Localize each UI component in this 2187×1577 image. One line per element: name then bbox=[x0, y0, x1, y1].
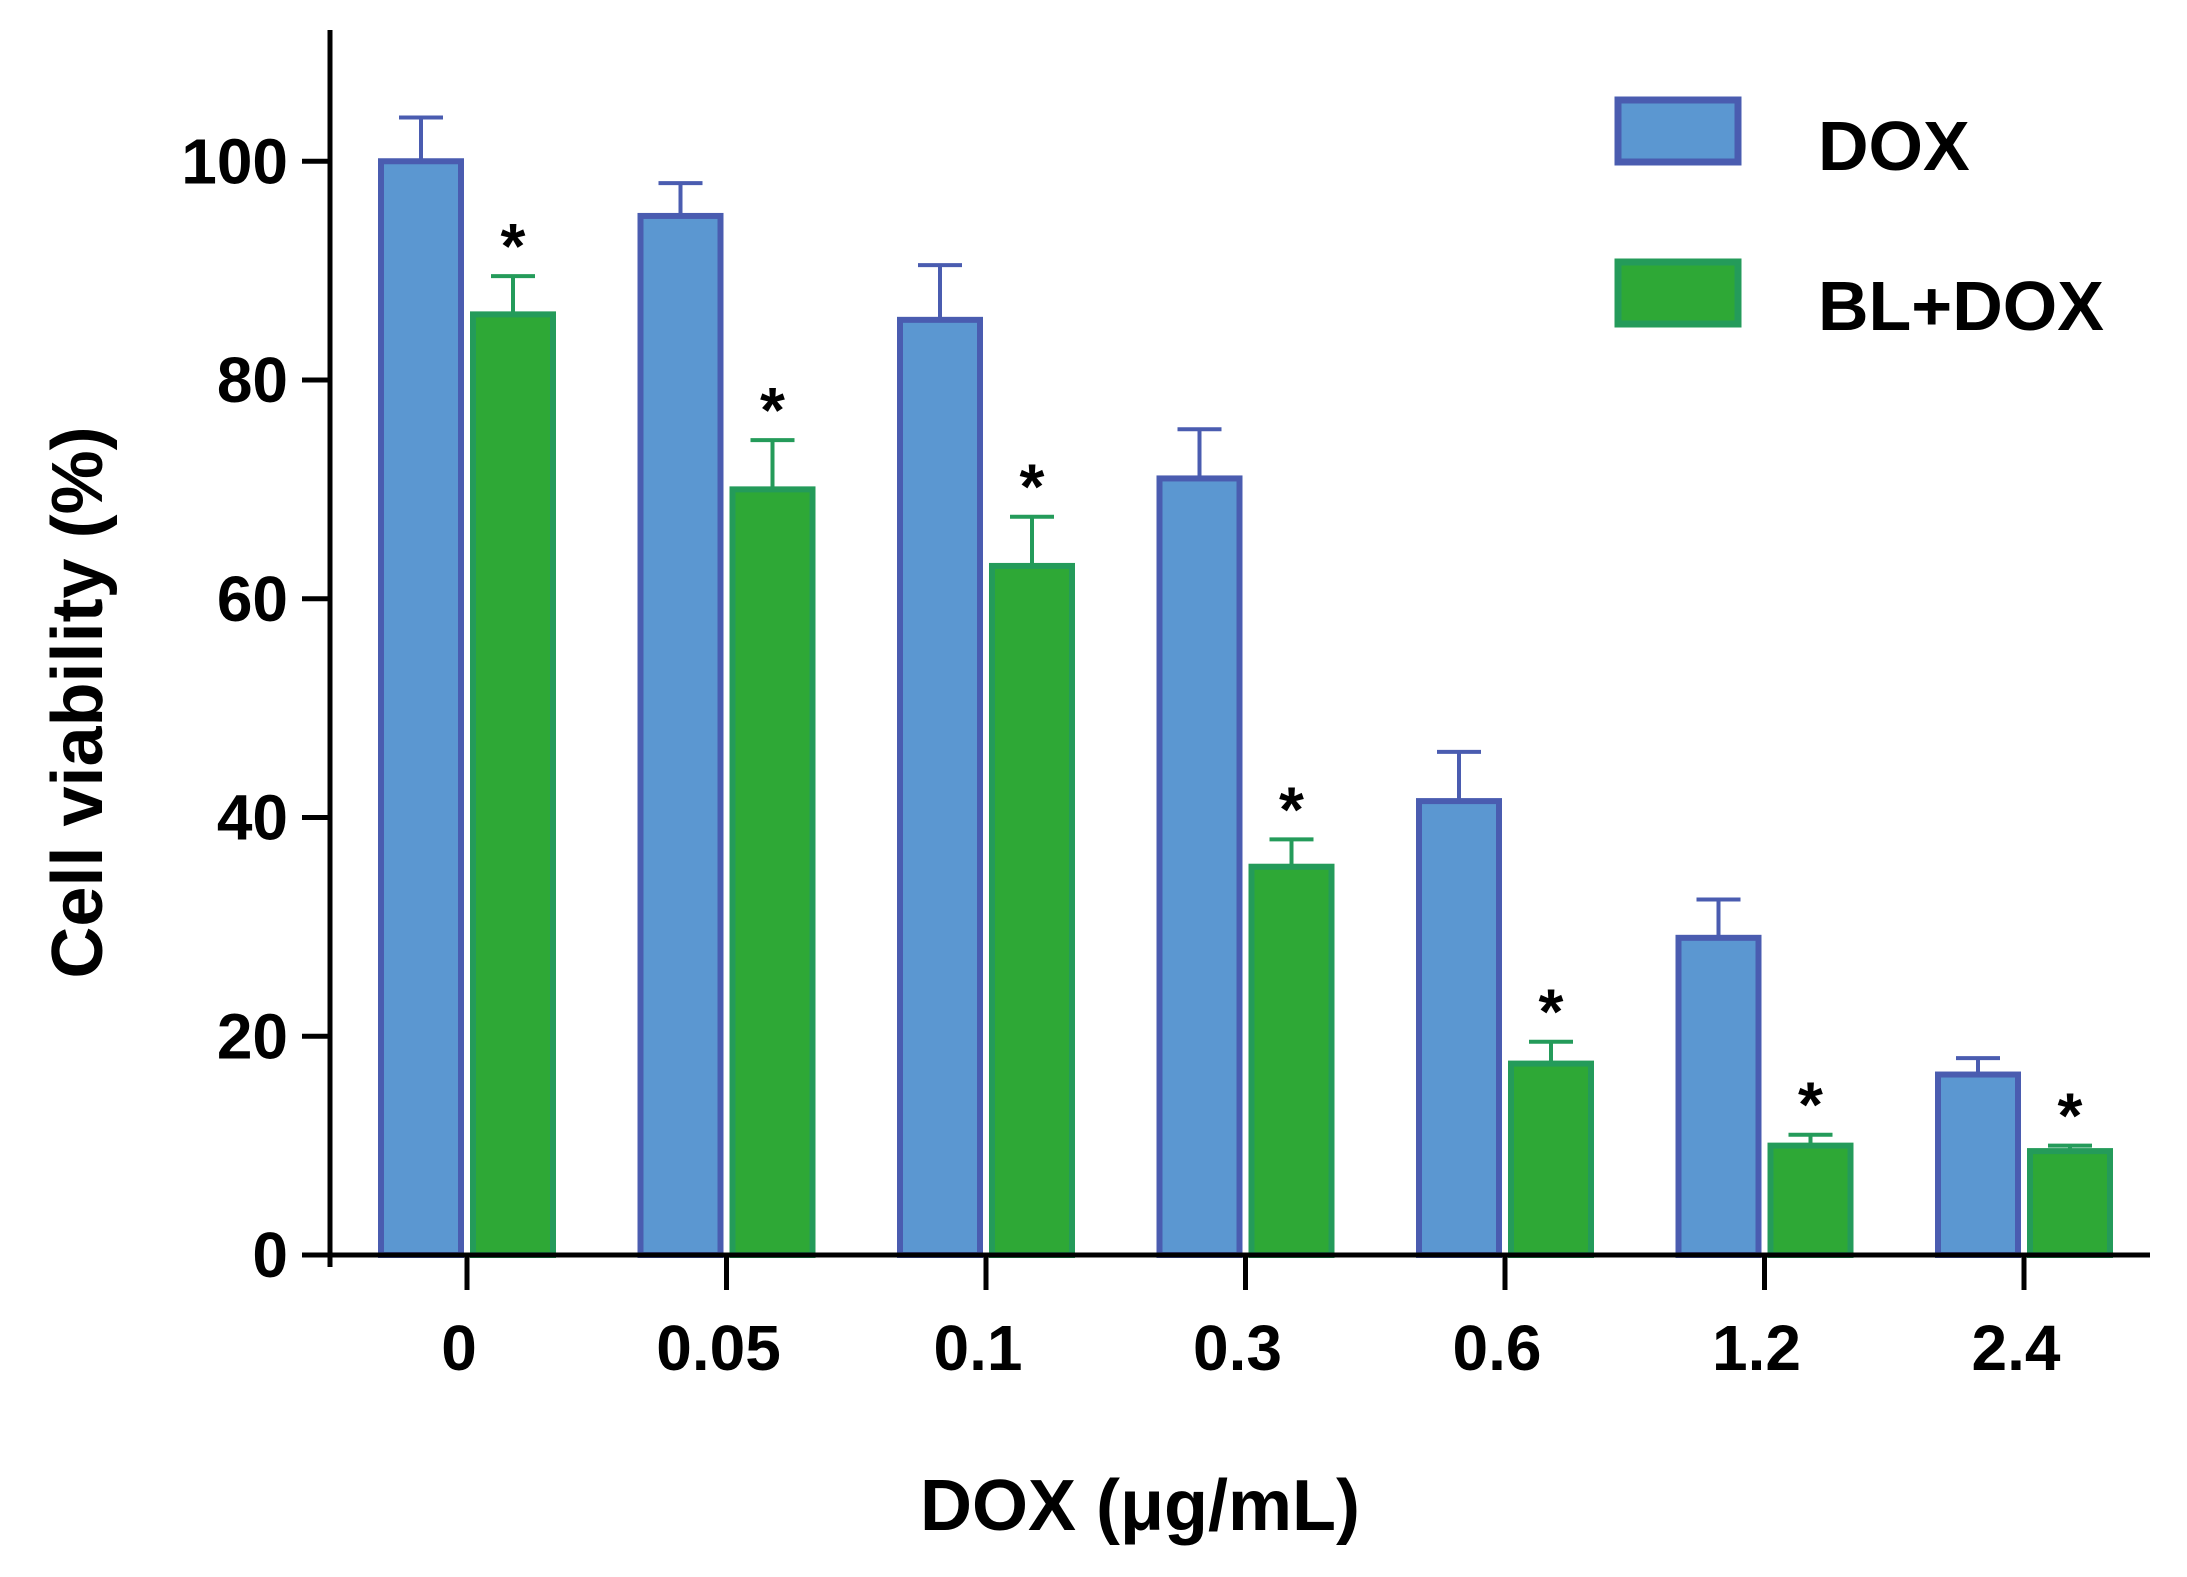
bar-bl-dox bbox=[470, 311, 556, 1258]
legend-label-dox: DOX bbox=[1818, 107, 1970, 185]
y-tick-label: 100 bbox=[181, 125, 288, 197]
legend: DOX BL+DOX bbox=[1614, 96, 2104, 345]
bar-bl-dox bbox=[1767, 1142, 1854, 1258]
significance-marker: * bbox=[1539, 976, 1564, 1048]
bar-bl-dox bbox=[989, 562, 1075, 1258]
bar-dox bbox=[1156, 475, 1243, 1258]
bar-dox bbox=[1416, 798, 1502, 1258]
x-tick-label: 0.6 bbox=[1453, 1312, 1542, 1384]
legend-label-bl-dox: BL+DOX bbox=[1818, 267, 2104, 345]
x-tick-label: 0 bbox=[441, 1312, 477, 1384]
y-axis-title: Cell viability (%) bbox=[38, 426, 118, 978]
bar-dox bbox=[897, 316, 983, 1258]
x-tick-label: 2.4 bbox=[1972, 1312, 2061, 1384]
significance-marker: * bbox=[2058, 1080, 2083, 1152]
x-tick-label: 0.1 bbox=[934, 1312, 1023, 1384]
bar-dox bbox=[1935, 1071, 2021, 1258]
y-tick-label: 60 bbox=[217, 563, 288, 635]
bar-dox bbox=[378, 158, 464, 1258]
legend-swatch-dox bbox=[1614, 96, 1742, 166]
x-tick-label: 1.2 bbox=[1712, 1312, 1801, 1384]
significance-marker: * bbox=[501, 210, 526, 282]
x-axis-title: DOX (μg/mL) bbox=[920, 1466, 1360, 1546]
x-tick-label: 0.05 bbox=[656, 1312, 781, 1384]
significance-marker: * bbox=[1020, 451, 1045, 523]
x-tick-label: 0.3 bbox=[1193, 1312, 1282, 1384]
bar-bl-dox bbox=[2027, 1148, 2113, 1258]
bar-dox bbox=[1675, 934, 1762, 1258]
bar-bl-dox bbox=[729, 486, 816, 1258]
significance-marker: * bbox=[1798, 1069, 1823, 1141]
y-tick-label: 0 bbox=[252, 1219, 288, 1291]
y-tick-label: 20 bbox=[217, 1000, 288, 1072]
bar-dox bbox=[637, 212, 724, 1258]
axes-layer bbox=[320, 30, 2150, 1267]
significance-marker: * bbox=[1279, 773, 1304, 845]
bar-bl-dox bbox=[1248, 863, 1335, 1258]
y-tick-label: 40 bbox=[217, 782, 288, 854]
bar-bl-dox bbox=[1508, 1060, 1594, 1258]
significance-marker: * bbox=[760, 374, 785, 446]
ticks-layer: 0 20 40 60 80 100 0 0.05 0.1 0.3 0.6 1.2 2.4 bbox=[181, 125, 2061, 1384]
y-tick-label: 80 bbox=[217, 344, 288, 416]
legend-swatch-bl-dox bbox=[1614, 258, 1742, 328]
